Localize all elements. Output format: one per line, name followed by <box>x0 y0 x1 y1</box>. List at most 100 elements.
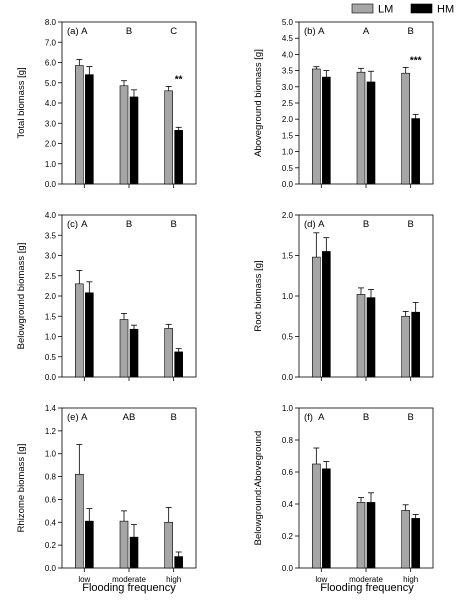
y-axis-title: Aboveground biomass [g] <box>253 49 264 157</box>
bar-lm <box>75 65 84 185</box>
bar-lm <box>119 319 129 378</box>
group-letter: A <box>81 412 88 423</box>
y-tick-label: 3.5 <box>282 67 294 76</box>
group-letter: B <box>170 412 176 423</box>
y-tick-label: 1.4 <box>45 404 57 413</box>
panel-label: (e) <box>67 412 79 423</box>
bar-hm <box>322 76 331 185</box>
y-tick-label: 4.5 <box>282 34 294 43</box>
y-tick-label: 1.0 <box>45 160 57 169</box>
legend-swatch-hm <box>410 3 433 14</box>
y-tick-label: 0.2 <box>282 532 294 541</box>
y-tick-label: 1.5 <box>282 252 294 261</box>
bar-lm <box>401 72 410 185</box>
group-letter: C <box>170 26 177 37</box>
y-tick-label: 3.5 <box>45 231 57 240</box>
bar-hm <box>174 556 183 569</box>
bar-lm <box>119 85 129 185</box>
panel-a: 0.0 1.0 2.0 3.0 4.0 5.0 6.0 7.0 8.0 Total biomass… <box>16 18 197 189</box>
bar-lm <box>164 328 173 378</box>
bar-lm <box>401 510 410 569</box>
bar-hm <box>322 468 331 569</box>
y-tick-label: 2.0 <box>45 292 57 301</box>
x-axis-title-left: Flooding frequency <box>82 582 176 594</box>
y-tick-label: 0.2 <box>45 541 57 550</box>
bar-lm <box>119 520 129 569</box>
x-tick-label: low <box>78 575 90 584</box>
bar-hm <box>174 351 183 378</box>
y-tick-label: 2.0 <box>45 140 57 149</box>
panel-d: 0.0 0.5 1.0 1.5 2.0 Root biomass [g] (d) A B B <box>253 211 434 382</box>
y-tick-label: 1.5 <box>45 312 57 321</box>
y-tick-label: 5.0 <box>45 79 57 88</box>
bar-lm <box>401 315 410 378</box>
y-tick-label: 0.0 <box>45 180 57 189</box>
group-letter: A <box>81 26 88 37</box>
panel-b: 0.0 0.5 1.0 1.5 2.0 2.5 3.0 3.5 4.0 4.5 5.0 Abovegr… <box>253 18 434 189</box>
group-letter: B <box>126 26 132 37</box>
y-tick-label: 0.0 <box>282 564 294 573</box>
group-letter: A <box>318 219 325 230</box>
group-letter: B <box>363 219 369 230</box>
panel-label: (a) <box>67 26 79 37</box>
x-axis-title-right: Flooding frequency <box>320 582 414 594</box>
group-letter: B <box>407 26 413 37</box>
bar-lm <box>164 90 173 185</box>
group-letter: A <box>363 26 370 37</box>
bar-hm <box>366 502 376 569</box>
x-tick-label: moderate <box>349 575 383 584</box>
y-tick-label: 0.6 <box>45 495 57 504</box>
significance-marker: ** <box>175 74 183 85</box>
bar-lm <box>356 71 366 185</box>
y-tick-label: 5.0 <box>282 18 294 27</box>
legend-label-lm: LM <box>378 4 393 16</box>
y-tick-label: 3.0 <box>282 83 294 92</box>
bar-lm <box>312 463 321 569</box>
group-letter: B <box>407 219 413 230</box>
y-tick-label: 0.8 <box>282 436 294 445</box>
bar-lm <box>164 521 173 569</box>
y-tick-label: 4.0 <box>45 211 57 220</box>
bar-hm <box>174 130 183 185</box>
group-letter: A <box>318 412 325 423</box>
panel-c: 0.0 0.5 1.0 1.5 2.0 2.5 3.0 3.5 4.0 Belowground b… <box>16 211 197 382</box>
y-tick-label: 0.4 <box>45 518 57 527</box>
panel-f: 0.0 0.2 0.4 0.6 0.8 1.0 Belowground:Abovegroun… <box>253 404 434 584</box>
y-tick-label: 1.0 <box>45 450 57 459</box>
y-tick-label: 1.2 <box>45 427 57 436</box>
panel-label: (d) <box>304 219 316 230</box>
x-tick-label: low <box>315 575 327 584</box>
y-tick-label: 0.8 <box>45 473 57 482</box>
y-axis-title: Belowground:Aboveground <box>253 431 264 546</box>
y-axis-title: Root biomass [g] <box>253 260 264 331</box>
y-axis-title: Total biomass [g] <box>16 67 27 138</box>
y-tick-label: 7.0 <box>45 38 57 47</box>
bar-lm <box>356 502 366 569</box>
y-tick-label: 0.5 <box>282 164 294 173</box>
y-tick-label: 1.0 <box>282 404 294 413</box>
y-tick-label: 2.0 <box>282 211 294 220</box>
bar-hm <box>411 518 420 569</box>
y-tick-label: 0.0 <box>45 564 57 573</box>
group-letter: B <box>126 219 132 230</box>
bar-lm <box>312 68 321 185</box>
legend-label-hm: HM <box>437 4 454 16</box>
x-tick-label: high <box>166 575 181 584</box>
group-letter: A <box>81 219 88 230</box>
y-tick-label: 2.5 <box>45 272 57 281</box>
y-tick-label: 1.0 <box>282 292 294 301</box>
y-axis-title: Belowground biomass [g] <box>16 243 27 350</box>
bar-hm <box>85 520 94 569</box>
bar-hm <box>411 118 420 185</box>
y-axis-title: Rhizome biomass [g] <box>16 444 27 533</box>
bar-hm <box>85 292 94 378</box>
y-tick-label: 8.0 <box>45 18 57 27</box>
y-tick-label: 0.0 <box>45 373 57 382</box>
y-tick-label: 4.0 <box>282 50 294 59</box>
y-tick-label: 0.6 <box>282 468 294 477</box>
x-tick-label: high <box>403 575 418 584</box>
bar-hm <box>366 81 376 185</box>
legend: LM HM <box>351 3 454 16</box>
panel-e: 0.0 0.2 0.4 0.6 0.8 1.0 1.2 1.4 Rhizome biomass … <box>16 404 197 584</box>
